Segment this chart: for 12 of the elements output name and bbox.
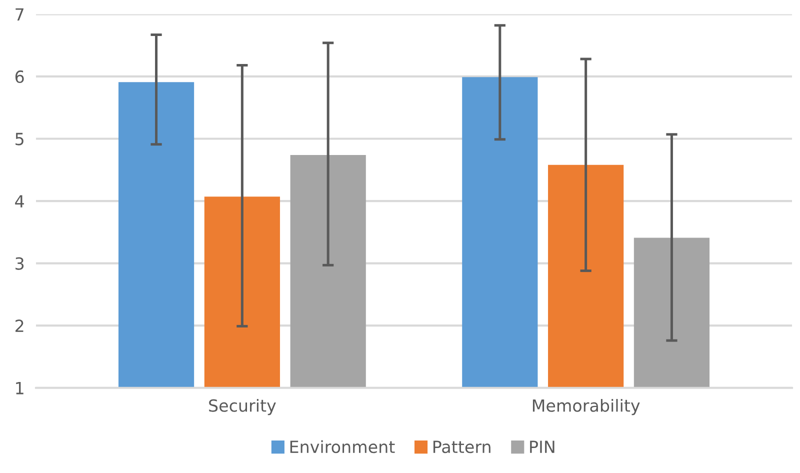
legend-label: Pattern — [433, 440, 490, 454]
y-tick-label: 6 — [15, 70, 24, 84]
y-tick-label: 7 — [16, 8, 24, 21]
y-tick-label: 2 — [16, 320, 24, 332]
x-tick-label: Security — [209, 398, 276, 416]
y-tick-label: 5 — [16, 132, 24, 146]
y-tick-label: 4 — [15, 195, 24, 208]
y-tick-label: 3 — [16, 257, 24, 270]
x-tick-label: Memorability — [532, 398, 640, 416]
legend-label: PIN — [530, 440, 554, 453]
legend-label: Environment — [290, 440, 395, 454]
y-tick-label: 1 — [16, 382, 24, 394]
